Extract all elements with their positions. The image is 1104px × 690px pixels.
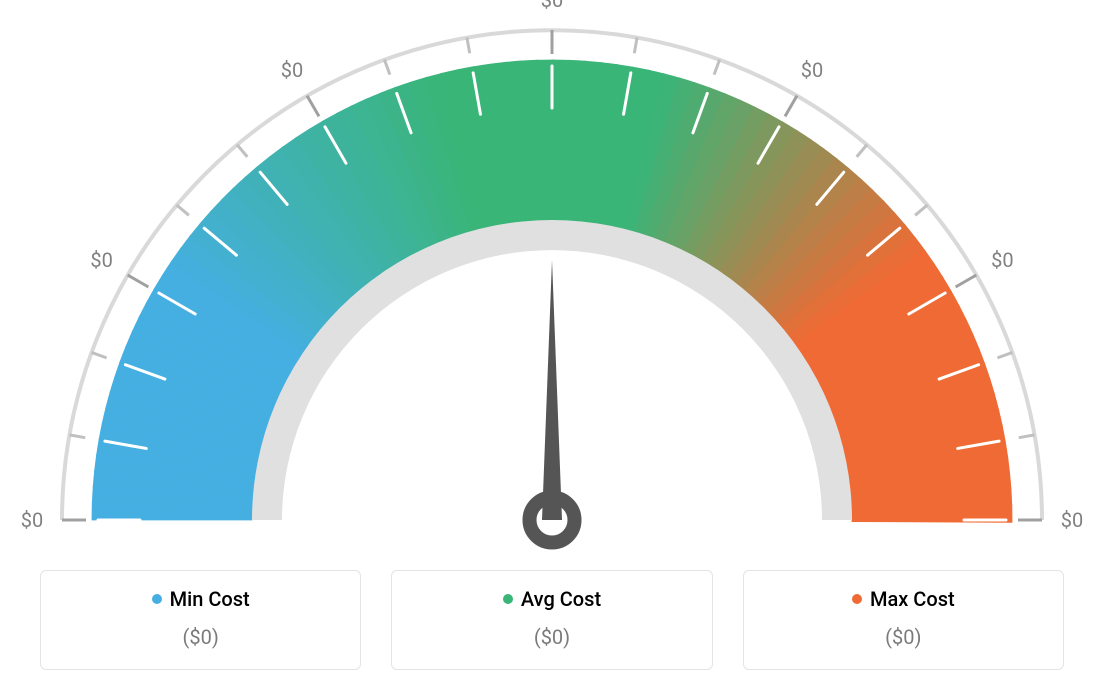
legend-value-max: ($0) bbox=[756, 625, 1051, 649]
gauge-svg bbox=[0, 0, 1104, 560]
legend-card-min: Min Cost ($0) bbox=[40, 570, 361, 670]
legend-card-max: Max Cost ($0) bbox=[743, 570, 1064, 670]
legend-label-avg: Avg Cost bbox=[521, 587, 601, 611]
gauge-chart: $0 $0 $0 $0 $0 $0 $0 bbox=[0, 0, 1104, 560]
legend-value-avg: ($0) bbox=[404, 625, 699, 649]
gauge-scale-label: $0 bbox=[21, 508, 43, 532]
legend-dot-min bbox=[152, 594, 162, 604]
legend-dot-max bbox=[852, 594, 862, 604]
gauge-scale-label: $0 bbox=[541, 0, 563, 12]
gauge-scale-label: $0 bbox=[281, 58, 303, 82]
legend-dot-avg bbox=[503, 594, 513, 604]
legend-title-max: Max Cost bbox=[852, 587, 955, 611]
legend-title-min: Min Cost bbox=[152, 587, 250, 611]
gauge-scale-label: $0 bbox=[801, 58, 823, 82]
legend-card-avg: Avg Cost ($0) bbox=[391, 570, 712, 670]
legend-label-min: Min Cost bbox=[170, 587, 250, 611]
cost-gauge-container: $0 $0 $0 $0 $0 $0 $0 Min Cost ($0) Avg Cost ($… bbox=[0, 0, 1104, 690]
gauge-scale-label: $0 bbox=[1061, 508, 1083, 532]
legend-value-min: ($0) bbox=[53, 625, 348, 649]
legend-row: Min Cost ($0) Avg Cost ($0) Max Cost ($0… bbox=[40, 570, 1064, 670]
gauge-scale-label: $0 bbox=[90, 248, 112, 272]
legend-title-avg: Avg Cost bbox=[503, 587, 601, 611]
gauge-scale-label: $0 bbox=[991, 248, 1013, 272]
legend-label-max: Max Cost bbox=[870, 587, 955, 611]
